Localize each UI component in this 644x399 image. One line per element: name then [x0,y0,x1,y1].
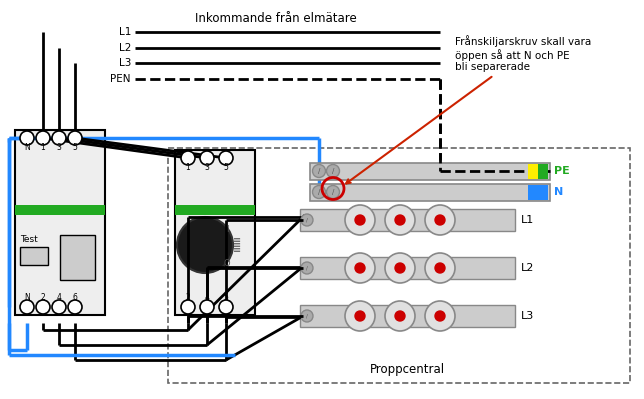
Bar [528,185,548,200]
Text: /: / [332,168,334,174]
Text: L3: L3 [521,311,535,321]
Bar [168,148,630,383]
Circle shape [327,186,339,198]
Circle shape [425,301,455,331]
Circle shape [181,300,195,314]
Circle shape [345,253,375,283]
Circle shape [425,253,455,283]
Circle shape [435,263,445,273]
Circle shape [36,131,50,145]
Circle shape [200,300,214,314]
Circle shape [385,205,415,235]
Circle shape [395,215,405,225]
Circle shape [20,131,34,145]
Text: 3: 3 [205,164,209,172]
Text: 3: 3 [57,144,61,152]
Bar [175,205,255,215]
Circle shape [385,301,415,331]
Circle shape [355,215,365,225]
Circle shape [219,300,233,314]
Bar [300,209,515,231]
Text: Proppcentral: Proppcentral [370,363,445,377]
Text: L1: L1 [521,215,535,225]
Text: L1: L1 [118,27,131,37]
Text: L3: L3 [118,58,131,68]
Text: 6: 6 [73,292,77,302]
Circle shape [68,300,82,314]
Circle shape [219,151,233,165]
Bar [15,205,105,215]
Circle shape [345,205,375,235]
Text: 4: 4 [57,292,61,302]
Circle shape [20,300,34,314]
Bar [15,130,105,315]
Circle shape [312,186,325,198]
Text: 5: 5 [223,292,229,302]
Circle shape [301,310,313,322]
Circle shape [181,151,195,165]
Text: /: / [317,189,320,195]
Circle shape [355,263,365,273]
Text: I: I [226,225,228,235]
Text: N: N [554,187,564,197]
Text: 2: 2 [185,292,191,302]
Bar [60,235,95,280]
Text: 4: 4 [205,292,209,302]
Bar [300,305,515,327]
Circle shape [425,205,455,235]
Bar [175,150,255,315]
Text: /: / [317,168,320,174]
Circle shape [385,253,415,283]
Circle shape [177,217,233,273]
Text: Inkommande från elmätare: Inkommande från elmätare [195,12,357,25]
Text: 1: 1 [185,164,191,172]
Circle shape [345,301,375,331]
Bar [310,184,550,201]
Bar [528,164,538,179]
Text: O: O [223,259,231,267]
Text: ≡: ≡ [233,245,241,255]
Text: L2: L2 [521,263,535,273]
Text: 5: 5 [223,164,229,172]
Circle shape [395,311,405,321]
Bar [538,164,548,179]
Text: 5: 5 [73,144,77,152]
Circle shape [301,214,313,226]
Circle shape [301,262,313,274]
Text: PEN: PEN [111,74,131,84]
Text: ≡: ≡ [233,235,241,245]
Text: N: N [24,292,30,302]
Circle shape [52,131,66,145]
Text: ≡: ≡ [233,240,241,250]
Text: PE: PE [554,166,570,176]
Bar [310,163,550,180]
Text: /: / [306,217,308,223]
Circle shape [435,215,445,225]
Circle shape [200,151,214,165]
Circle shape [355,311,365,321]
Text: Test: Test [20,235,38,245]
Bar [300,257,515,279]
Text: L2: L2 [118,43,131,53]
Text: 2: 2 [41,292,45,302]
Circle shape [312,164,325,178]
Text: /: / [332,189,334,195]
Text: /: / [306,265,308,271]
Circle shape [435,311,445,321]
Circle shape [395,263,405,273]
Circle shape [52,300,66,314]
Text: 1: 1 [41,144,45,152]
Bar [20,247,48,265]
Text: N: N [24,144,30,152]
Text: /: / [306,314,308,318]
Circle shape [68,131,82,145]
Circle shape [327,164,339,178]
Text: Frånskiljarskruv skall vara
öppen så att N och PE
bli separerade: Frånskiljarskruv skall vara öppen så att… [346,35,591,184]
Circle shape [36,300,50,314]
